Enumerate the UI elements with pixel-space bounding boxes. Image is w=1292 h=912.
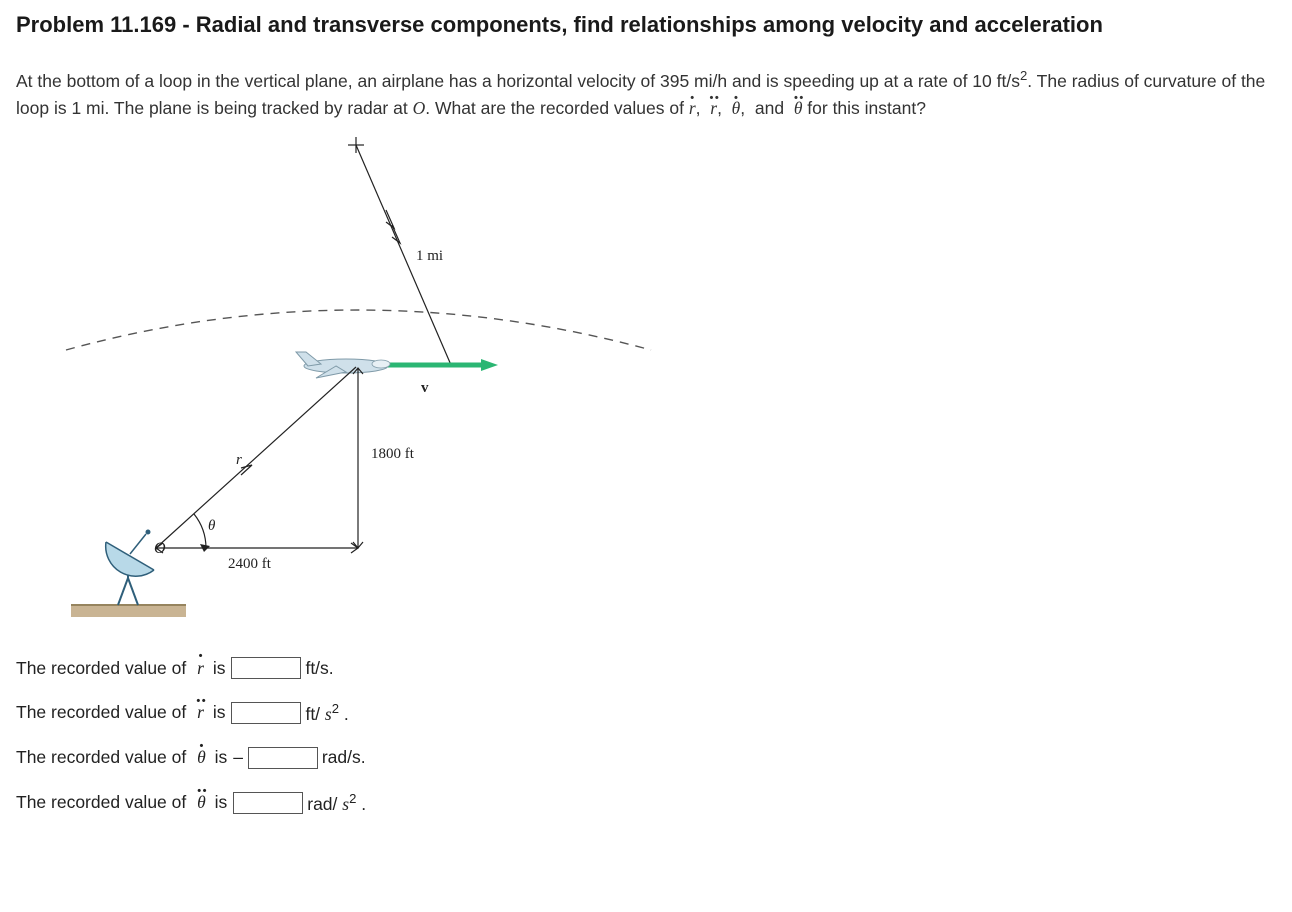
r-label: r <box>236 452 242 468</box>
point-O: O <box>413 98 426 118</box>
text: . What are the recorded values of <box>425 98 689 118</box>
rdot-input[interactable] <box>231 657 301 679</box>
label: The recorded value of <box>16 658 186 679</box>
radius-tick-2 <box>392 225 400 243</box>
answer-row-rdot: The recorded value of r is ft/s. <box>16 657 1276 679</box>
loop-arc <box>66 310 651 350</box>
r-dot-sym: r <box>689 95 696 122</box>
r-ddot-sym: r <box>197 702 204 723</box>
label: The recorded value of <box>16 792 186 813</box>
ground-rect <box>71 605 186 617</box>
unit-txt: ft/ <box>305 704 324 724</box>
label-is: is <box>213 702 226 723</box>
unit-txt: rad/ <box>307 794 342 814</box>
minus: – <box>233 747 243 768</box>
answer-row-thetaddot: The recorded value of θ is rad/ s2 . <box>16 791 1276 815</box>
horiz-label: 2400 ft <box>228 556 272 572</box>
airplane-icon <box>296 352 390 378</box>
r-dot-sym: r <box>197 658 204 679</box>
figure: 1 mi v r θ 1800 ft 2400 ft <box>36 130 1276 635</box>
theta-label: θ <box>208 518 216 534</box>
label: The recorded value of <box>16 702 186 723</box>
theta-arc <box>194 514 206 548</box>
unit-exp: 2 <box>332 701 339 716</box>
unit: rad/s. <box>322 747 366 768</box>
theta-dot-sym: θ <box>197 747 206 768</box>
unit-period: . <box>339 704 349 724</box>
radius-label: 1 mi <box>416 248 443 264</box>
answer-row-rddot: The recorded value of r is ft/ s2 . <box>16 701 1276 725</box>
v-label: v <box>421 380 429 396</box>
text: and is speeding up at a rate of <box>727 71 972 91</box>
answer-row-thetadot: The recorded value of θ is – rad/s. <box>16 747 1276 769</box>
label-is: is <box>213 658 226 679</box>
thetadot-input[interactable] <box>248 747 318 769</box>
theta-ddot-sym: θ <box>794 95 803 122</box>
thetaddot-input[interactable] <box>233 792 303 814</box>
unit-period: . <box>356 794 366 814</box>
text: . The plane is being tracked by radar at <box>105 98 413 118</box>
problem-title: Problem 11.169 - Radial and transverse c… <box>16 12 1276 38</box>
accel-value: 10 ft/s <box>972 71 1020 91</box>
radar-dish-icon <box>106 530 154 606</box>
r-ddot-sym: r <box>710 95 717 122</box>
radius-tick-1 <box>386 210 394 228</box>
r-line <box>156 367 356 548</box>
O-label: O <box>154 540 166 557</box>
unit-s: s <box>325 704 332 724</box>
velocity-arrowhead <box>481 359 498 371</box>
and-text: and <box>750 98 789 118</box>
unit: ft/ s2 . <box>305 701 348 725</box>
text: for this instant? <box>802 98 926 118</box>
label-is: is <box>215 747 228 768</box>
label: The recorded value of <box>16 747 186 768</box>
unit: rad/ s2 . <box>307 791 366 815</box>
label-is: is <box>215 792 228 813</box>
height-label: 1800 ft <box>371 446 415 462</box>
figure-svg: 1 mi v r θ 1800 ft 2400 ft <box>36 130 656 630</box>
problem-statement: At the bottom of a loop in the vertical … <box>16 66 1276 122</box>
rddot-input[interactable] <box>231 702 301 724</box>
text: At the bottom of a loop in the vertical … <box>16 71 660 91</box>
answers-block: The recorded value of r is ft/s. The rec… <box>16 657 1276 815</box>
theta-ddot-sym: θ <box>197 792 206 813</box>
unit: ft/s. <box>305 658 333 679</box>
theta-dot-sym: θ <box>732 95 741 122</box>
radius-value: 1 mi <box>71 98 104 118</box>
